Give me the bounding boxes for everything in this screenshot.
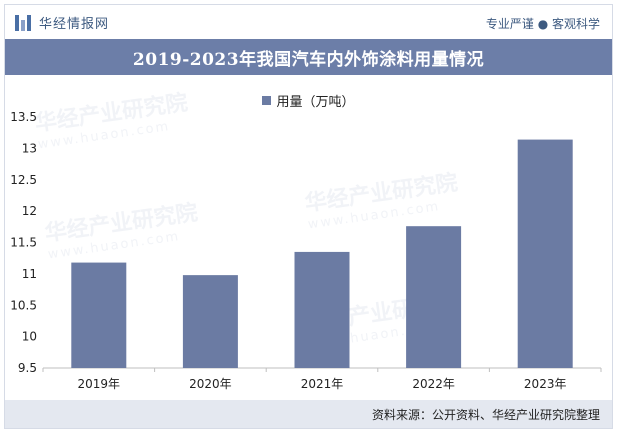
logo-text: 华经情报网 (39, 17, 110, 32)
bar (517, 139, 573, 368)
bar-chart: 9.5 10 10.5 11 11.5 12 12.5 13 13.5 2019年 2020年 202… (10, 110, 602, 391)
x-tick-label: 2020年 (189, 377, 232, 391)
y-tick-label: 11 (22, 267, 37, 281)
x-tick-label: 2023年 (524, 377, 567, 391)
source-note: 资料来源：公开资料、华经产业研究院整理 (371, 408, 600, 422)
top-bar: 华经情报网 专业严谨 ● 客观科学 (5, 5, 612, 39)
y-tick-label: 13.5 (10, 110, 37, 124)
y-tick-label: 12.5 (10, 173, 37, 187)
logo-bars-icon (15, 14, 31, 31)
chart-frame: 华经情报网 专业严谨 ● 客观科学 2019-2023年我国汽车内外饰涂料用量情… (4, 4, 613, 429)
tagline: 专业严谨 ● 客观科学 (485, 17, 600, 31)
logo: 华经情报网 (15, 13, 109, 32)
y-tick-label: 12 (22, 204, 37, 218)
chart-title: 2019-2023年我国汽车内外饰涂料用量情况 (132, 49, 485, 70)
y-tick-label: 13 (22, 141, 37, 155)
bar (406, 226, 462, 368)
bar (71, 262, 127, 368)
y-tick-label: 11.5 (10, 236, 37, 250)
footer: 资料来源：公开资料、华经产业研究院整理 (5, 400, 612, 428)
bar (294, 251, 350, 368)
x-tick-label: 2022年 (412, 377, 455, 391)
legend: 用量（万吨） (5, 91, 612, 110)
x-tick-label: 2019年 (78, 377, 121, 391)
x-tick-label: 2021年 (301, 377, 344, 391)
y-tick-label: 10 (22, 330, 37, 344)
bar (182, 275, 238, 368)
y-tick-label: 10.5 (10, 298, 37, 312)
legend-label: 用量（万吨） (276, 95, 355, 110)
y-tick-label: 9.5 (18, 361, 37, 375)
legend-swatch (262, 96, 272, 105)
title-bar: 2019-2023年我国汽车内外饰涂料用量情况 (5, 39, 612, 75)
